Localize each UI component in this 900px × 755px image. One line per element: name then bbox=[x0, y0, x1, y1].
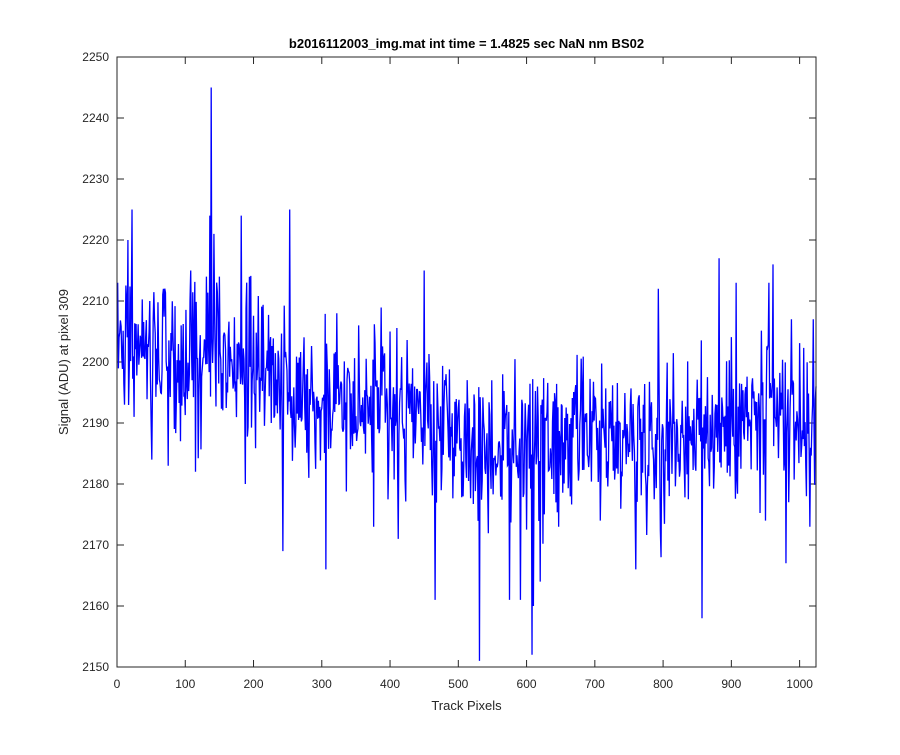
chart-title: b2016112003_img.mat int time = 1.4825 se… bbox=[289, 36, 644, 51]
y-tick-label: 2200 bbox=[82, 355, 109, 369]
x-tick-label: 900 bbox=[721, 677, 741, 691]
x-tick-label: 200 bbox=[244, 677, 264, 691]
x-axis-title: Track Pixels bbox=[431, 698, 502, 713]
x-tick-label: 1000 bbox=[786, 677, 813, 691]
y-tick-label: 2180 bbox=[82, 477, 109, 491]
y-axis-title: Signal (ADU) at pixel 309 bbox=[56, 289, 71, 435]
x-tick-label: 0 bbox=[114, 677, 121, 691]
signal-series-line bbox=[117, 87, 817, 661]
y-tick-label: 2210 bbox=[82, 294, 109, 308]
y-tick-label: 2240 bbox=[82, 111, 109, 125]
y-tick-label: 2230 bbox=[82, 172, 109, 186]
y-tick-label: 2160 bbox=[82, 599, 109, 613]
axis-tick-labels: 0 100 200 300 400 500 600 700 800 900 1000 2150 2160… bbox=[82, 50, 813, 691]
x-tick-label: 500 bbox=[448, 677, 468, 691]
x-tick-label: 700 bbox=[585, 677, 605, 691]
x-tick-label: 100 bbox=[175, 677, 195, 691]
axes-box bbox=[116, 56, 817, 668]
plot-series bbox=[117, 87, 817, 661]
y-tick-label: 2250 bbox=[82, 50, 109, 64]
y-tick-label: 2190 bbox=[82, 416, 109, 430]
x-tick-label: 300 bbox=[312, 677, 332, 691]
y-tick-label: 2170 bbox=[82, 538, 109, 552]
axis-ticks bbox=[116, 56, 816, 668]
x-tick-label: 400 bbox=[380, 677, 400, 691]
x-tick-label: 600 bbox=[517, 677, 537, 691]
y-tick-label: 2150 bbox=[82, 660, 109, 674]
x-tick-label: 800 bbox=[653, 677, 673, 691]
y-tick-label: 2220 bbox=[82, 233, 109, 247]
